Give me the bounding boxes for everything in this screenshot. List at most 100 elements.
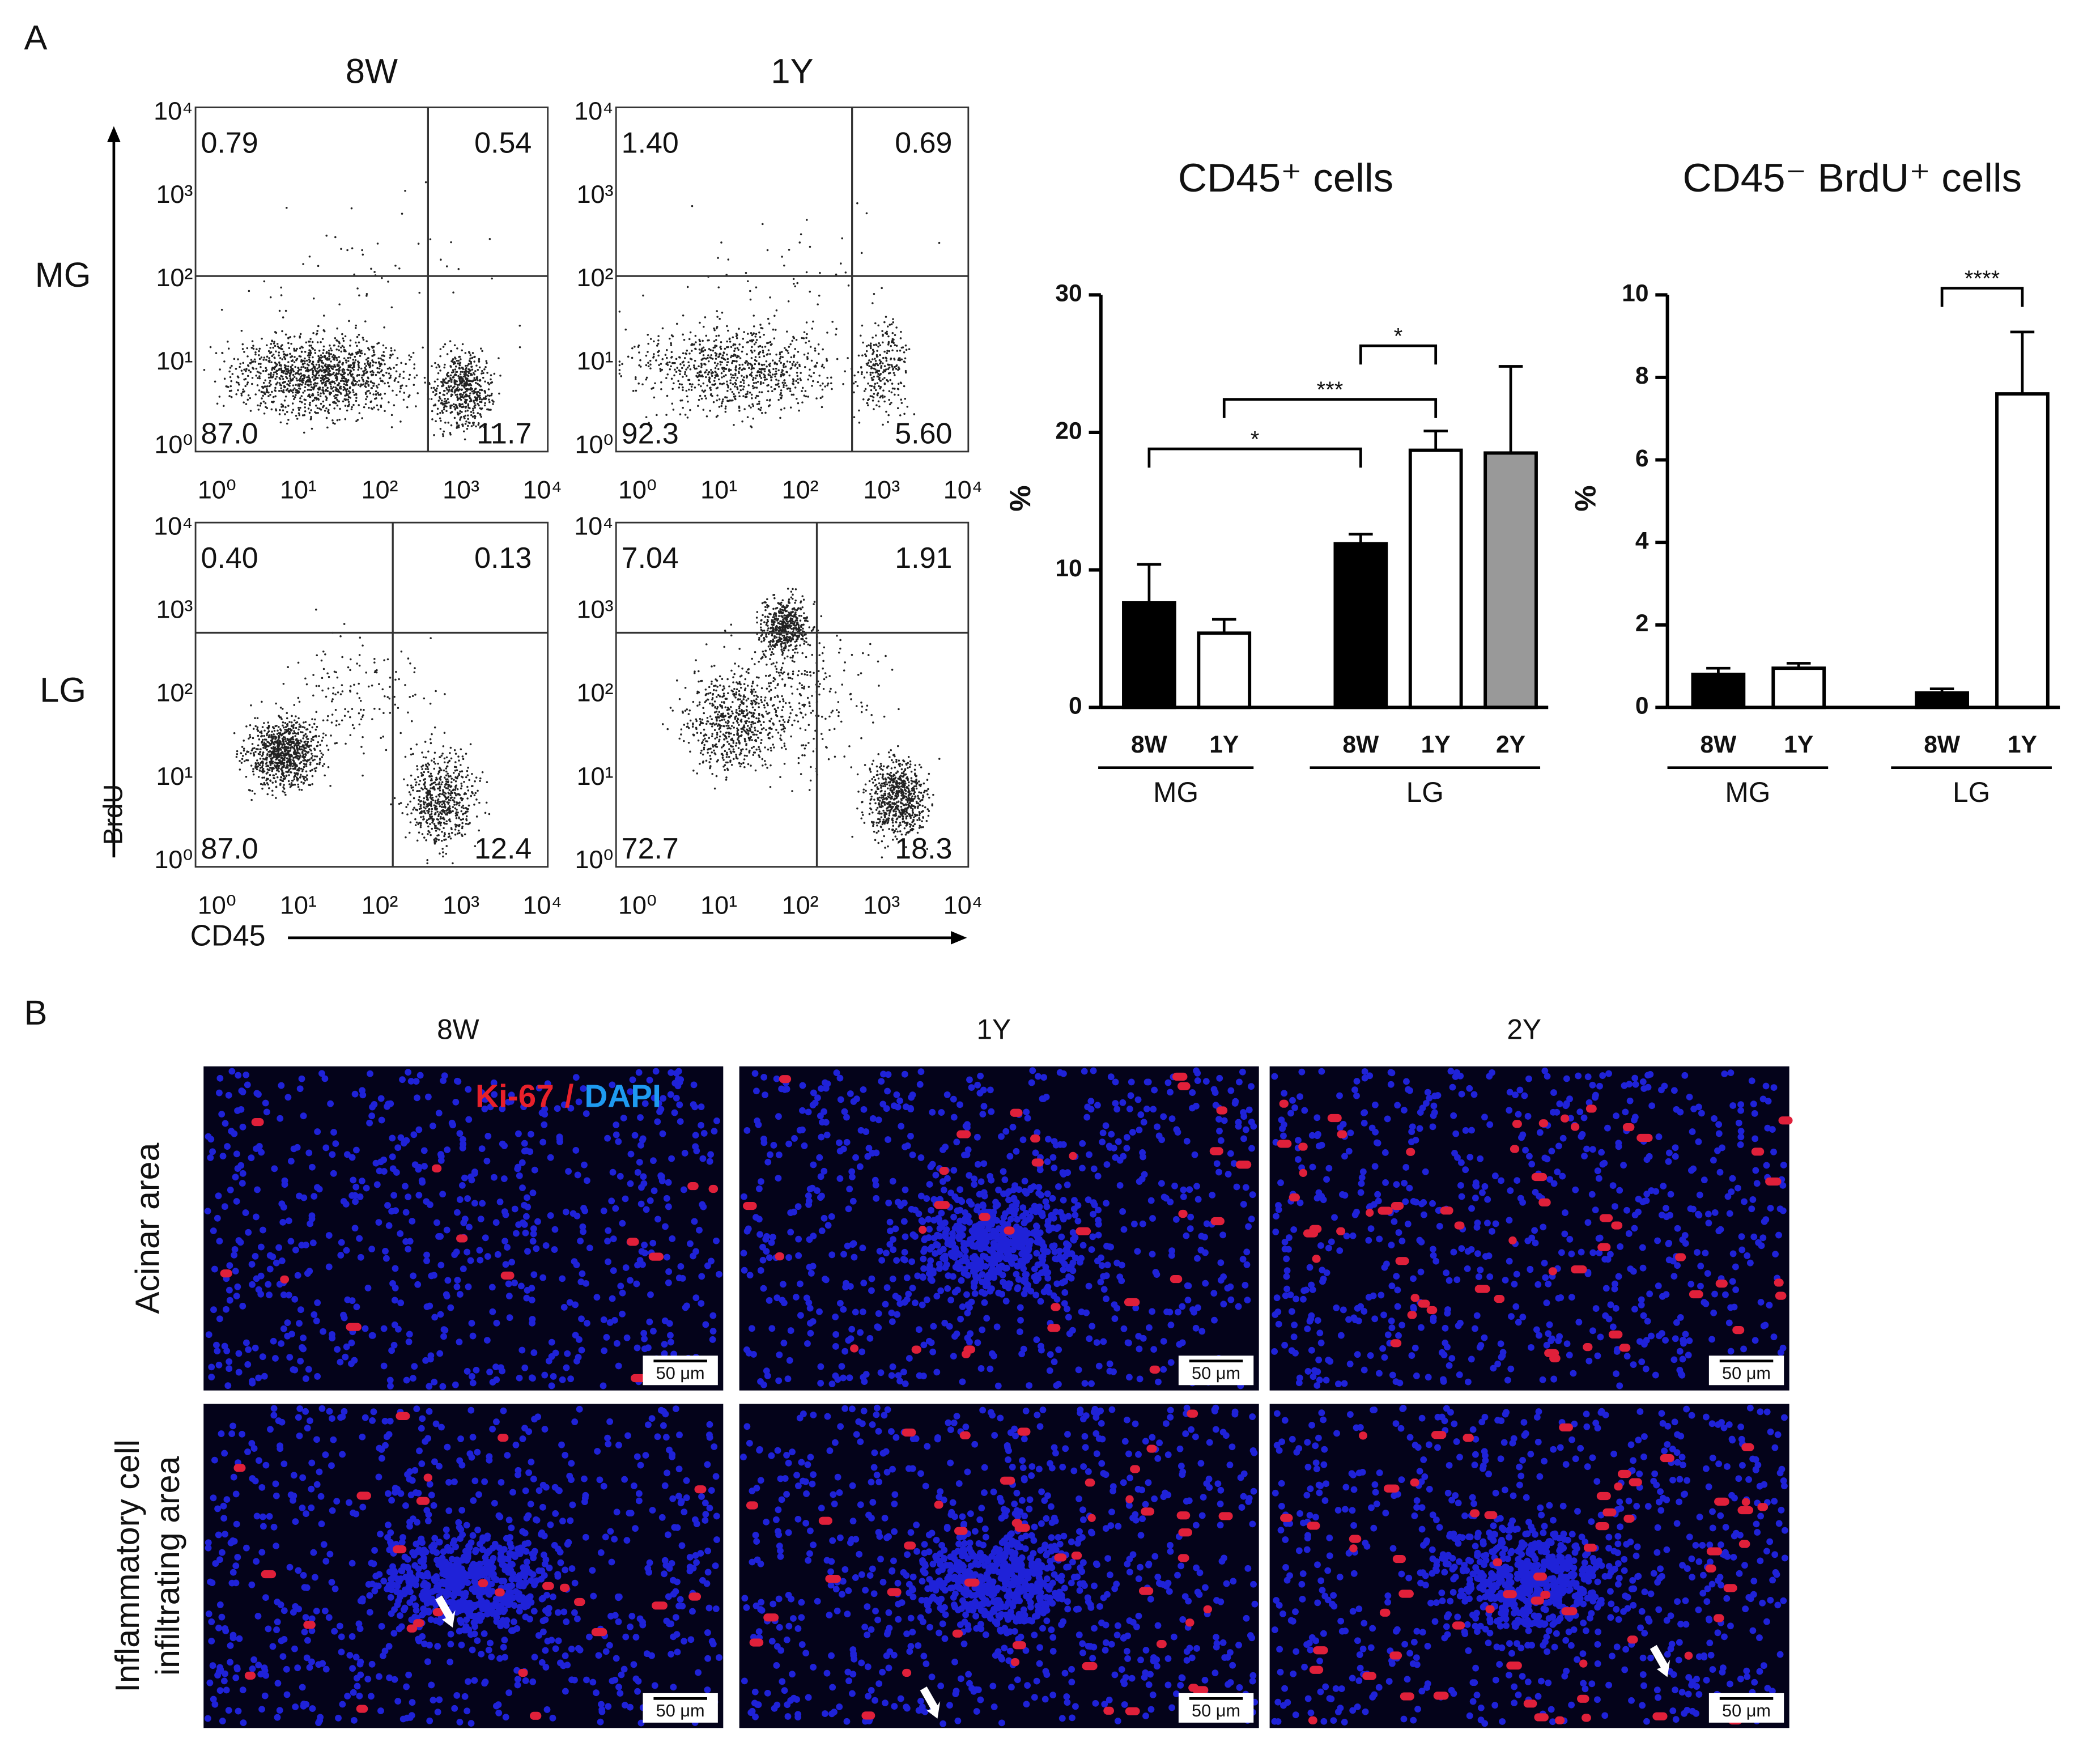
column-title: 1Y — [771, 52, 813, 91]
significance-label: **** — [1965, 266, 2000, 291]
group-label: MG — [1153, 776, 1198, 808]
y-tick-label: 10 — [1055, 555, 1082, 582]
column-title: 8W — [437, 1013, 479, 1045]
significance-label: * — [1251, 427, 1260, 452]
y-tick-label: 10² — [577, 678, 614, 707]
arrow-head — [951, 931, 967, 945]
flow-dots — [233, 609, 491, 865]
x-tick-label: 8W — [1924, 731, 1961, 758]
x-tick-label: 8W — [1700, 731, 1737, 758]
legend-separator: / — [565, 1078, 574, 1114]
y-tick-label: 10³ — [577, 180, 614, 209]
x-tick-label: 1Y — [1421, 731, 1451, 758]
quadrant-percent: 1.91 — [895, 542, 952, 575]
bar — [1995, 392, 2050, 709]
quadrant-percent: 0.79 — [201, 126, 258, 159]
y-tick-label: 10 — [1622, 280, 1648, 307]
y-tick-label: 20 — [1055, 417, 1082, 444]
y-tick-label: 10⁴ — [154, 511, 193, 540]
y-tick-label: 0 — [1635, 692, 1649, 720]
quadrant-percent: 5.60 — [895, 417, 952, 450]
bar — [1691, 673, 1746, 709]
column-title: 2Y — [1507, 1013, 1541, 1045]
y-tick-label: 10⁰ — [575, 845, 614, 874]
y-tick-label: 8 — [1635, 362, 1649, 389]
micrograph — [1269, 1066, 1789, 1391]
stain-legend: Ki-67 / DAPI — [475, 1078, 661, 1114]
bar — [1483, 451, 1538, 709]
x-tick-label: 1Y — [2008, 731, 2037, 758]
x-tick-label: 10³ — [443, 475, 479, 504]
ki67-cells — [1280, 1423, 1769, 1725]
quadrant-percent: 0.40 — [201, 542, 258, 575]
bar — [1333, 542, 1388, 709]
x-tick-label: 10³ — [443, 890, 479, 919]
scale-bar-label: 50 μm — [1192, 1363, 1240, 1383]
column-title: 1Y — [976, 1013, 1011, 1045]
arrow — [920, 1686, 941, 1719]
quadrant-percent: 12.4 — [474, 832, 532, 865]
x-tick-label: 10² — [782, 890, 819, 919]
ki67-cells — [1277, 1099, 1793, 1363]
x-tick-label: 10² — [782, 475, 819, 504]
x-tick-label: 10⁰ — [198, 890, 236, 919]
quadrant-percent: 87.0 — [201, 417, 258, 450]
x-tick-label: 10⁴ — [523, 475, 562, 504]
scale-bar-label: 50 μm — [1722, 1701, 1771, 1720]
y-tick-label: 10¹ — [577, 762, 614, 791]
quadrant-percent: 92.3 — [622, 417, 679, 450]
quadrant-percent: 87.0 — [201, 832, 258, 865]
y-axis-title: % — [1568, 486, 1601, 512]
flow-dots — [661, 588, 941, 859]
quadrant-percent: 18.3 — [895, 832, 952, 865]
scale-bar-label: 50 μm — [1192, 1701, 1240, 1720]
group-label: MG — [1725, 776, 1770, 808]
bar — [1197, 631, 1252, 709]
arrow — [1650, 1644, 1670, 1677]
y-tick-label: 10² — [156, 678, 193, 707]
significance-bracket — [1940, 287, 2024, 307]
flow-plot-frame — [615, 107, 970, 453]
significance-label: *** — [1317, 377, 1344, 402]
significance-label: * — [1394, 324, 1403, 349]
x-tick-label: 10¹ — [700, 475, 737, 504]
x-tick-label: 8W — [1131, 731, 1168, 758]
dapi-nuclei — [740, 1404, 1259, 1727]
x-tick-label: 10⁰ — [618, 890, 657, 919]
y-tick-label: 10³ — [156, 180, 193, 209]
y-tick-label: 10² — [156, 263, 193, 292]
quadrant-percent: 11.7 — [477, 417, 532, 450]
legend-counterstain: DAPI — [584, 1078, 661, 1114]
x-tick-label: 1Y — [1209, 731, 1239, 758]
significance-bracket — [1359, 344, 1438, 365]
row-label: Acinar area — [129, 1143, 166, 1314]
legend-marker: Ki-67 — [475, 1078, 554, 1114]
dapi-nuclei — [1271, 1067, 1787, 1389]
panel-label: B — [24, 993, 48, 1032]
quadrant-percent: 0.54 — [474, 126, 532, 159]
y-axis-title: BrdU — [99, 784, 129, 845]
flow-dots — [203, 181, 521, 441]
y-tick-label: 10¹ — [156, 346, 193, 375]
y-axis-title: % — [1004, 486, 1036, 512]
x-tick-label: 10⁴ — [943, 890, 983, 919]
quadrant-percent: 0.69 — [895, 126, 952, 159]
significance-bracket — [1222, 398, 1438, 418]
flow-plot-frame — [194, 107, 549, 453]
arrow-head — [107, 126, 121, 142]
row-label: MG — [35, 256, 91, 295]
x-tick-label: 1Y — [1784, 731, 1813, 758]
x-tick-label: 10² — [362, 475, 398, 504]
x-tick-label: 10³ — [863, 890, 900, 919]
y-tick-label: 2 — [1635, 610, 1649, 637]
x-tick-label: 10¹ — [280, 475, 317, 504]
quadrant-percent: 72.7 — [622, 832, 679, 865]
y-tick-label: 10¹ — [577, 346, 614, 375]
y-tick-label: 0 — [1069, 692, 1082, 720]
scale-bar-label: 50 μm — [656, 1363, 705, 1383]
x-tick-label: 2Y — [1496, 731, 1525, 758]
chart-title: CD45⁻ BrdU⁺ cells — [1682, 156, 2022, 201]
flow-plot-frame — [194, 521, 549, 868]
x-tick-label: 8W — [1342, 731, 1379, 758]
